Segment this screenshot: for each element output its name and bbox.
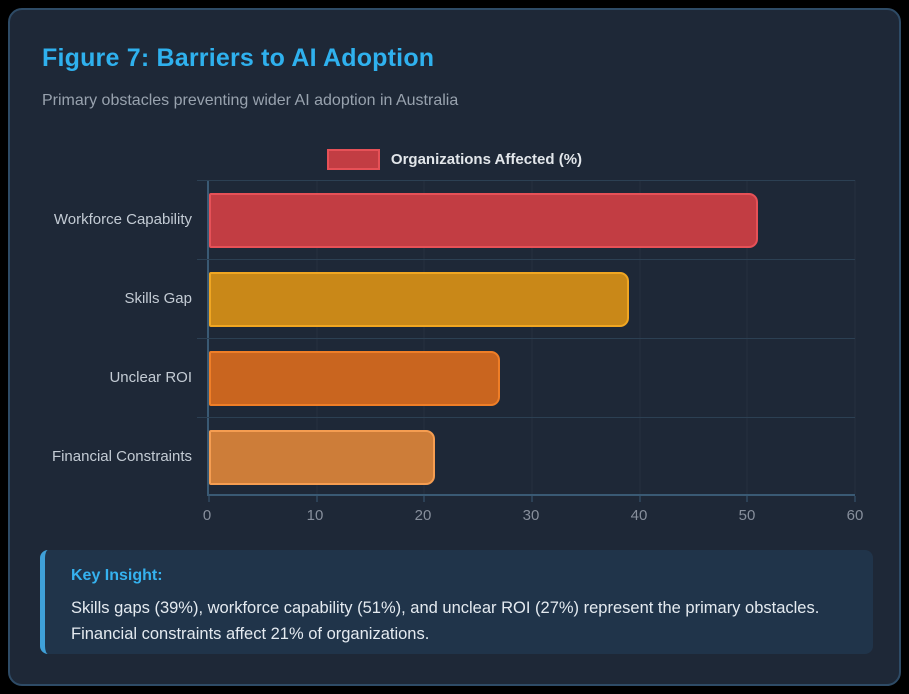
category-label: Financial Constraints	[51, 448, 192, 465]
bar-workforce-capability[interactable]	[209, 193, 759, 248]
figure-subtitle: Primary obstacles preventing wider AI ad…	[42, 92, 459, 109]
x-tick-label: 10	[306, 507, 324, 524]
bar-row	[197, 417, 855, 496]
key-insight-box: Key Insight: Skills gaps (39%), workforc…	[40, 550, 873, 654]
category-label: Skills Gap	[124, 290, 192, 307]
x-tick-label: 60	[846, 507, 864, 524]
x-tickmark	[746, 496, 748, 502]
x-axis-labels: 0 10 20 30 40 50 60	[203, 507, 864, 527]
bar-row	[197, 259, 855, 338]
bar-rows	[197, 180, 855, 496]
x-tickmark	[639, 496, 641, 502]
bar-unclear-roi[interactable]	[209, 351, 500, 406]
bar-financial-constraints[interactable]	[209, 430, 436, 485]
x-tick-label: 0	[202, 507, 212, 524]
chart-legend[interactable]: Organizations Affected (%)	[10, 148, 899, 170]
legend-label: Organizations Affected (%)	[390, 150, 583, 168]
x-gridline	[746, 180, 748, 494]
x-tickmark	[423, 496, 425, 502]
x-tickmark	[316, 496, 318, 502]
legend-swatch-icon	[326, 148, 380, 170]
x-tick-label: 30	[522, 507, 540, 524]
x-gridline	[423, 180, 425, 494]
figure-card: Figure 7: Barriers to AI Adoption Primar…	[8, 8, 901, 686]
key-insight-title: Key Insight:	[71, 567, 163, 584]
bar-skills-gap[interactable]	[209, 272, 629, 327]
x-tickmark	[531, 496, 533, 502]
figure-title: Figure 7: Barriers to AI Adoption	[42, 44, 435, 72]
category-label: Unclear ROI	[109, 369, 192, 386]
x-gridline	[531, 180, 533, 494]
x-gridline	[639, 180, 641, 494]
bar-row	[197, 338, 855, 417]
plot-area	[197, 180, 856, 502]
x-tick-label: 20	[414, 507, 432, 524]
x-gridline	[854, 180, 856, 494]
bar-row	[197, 180, 855, 259]
x-tickmark	[208, 496, 210, 502]
x-gridline	[316, 180, 318, 494]
x-tickmark	[854, 496, 856, 502]
x-tick-label: 50	[738, 507, 756, 524]
key-insight-body: Skills gaps (39%), workforce capability …	[71, 599, 820, 643]
category-label: Workforce Capability	[53, 211, 192, 228]
x-tick-label: 40	[630, 507, 648, 524]
category-labels: Workforce Capability Skills Gap Unclear RO…	[10, 180, 194, 496]
